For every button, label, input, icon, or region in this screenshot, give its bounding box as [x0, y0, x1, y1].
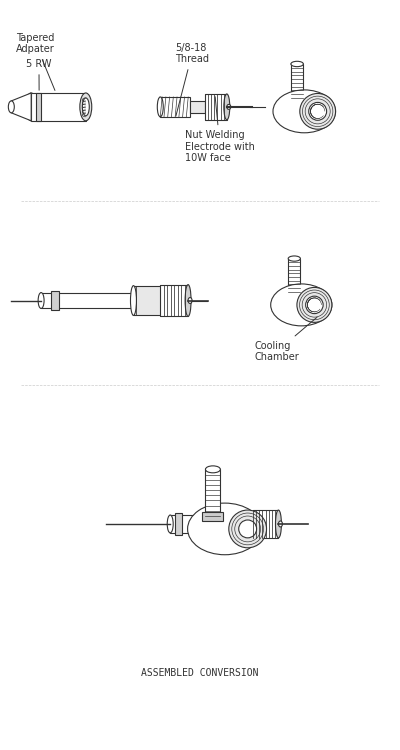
Polygon shape: [286, 292, 303, 298]
Ellipse shape: [288, 256, 300, 261]
Polygon shape: [41, 292, 136, 308]
Polygon shape: [160, 285, 188, 316]
Text: 5/8-18
Thread: 5/8-18 Thread: [175, 43, 209, 116]
Polygon shape: [288, 259, 300, 292]
Polygon shape: [160, 97, 190, 117]
Ellipse shape: [224, 94, 230, 120]
Ellipse shape: [278, 521, 282, 527]
Polygon shape: [170, 515, 220, 533]
Ellipse shape: [80, 93, 92, 121]
Polygon shape: [51, 290, 59, 310]
Polygon shape: [36, 93, 41, 121]
Ellipse shape: [273, 90, 336, 133]
Ellipse shape: [25, 93, 37, 121]
Ellipse shape: [8, 101, 14, 112]
Ellipse shape: [271, 284, 332, 326]
Ellipse shape: [38, 292, 44, 308]
Circle shape: [300, 94, 336, 129]
Polygon shape: [288, 98, 306, 105]
Ellipse shape: [82, 98, 89, 116]
Polygon shape: [202, 512, 223, 521]
Ellipse shape: [276, 510, 282, 538]
Polygon shape: [206, 470, 220, 516]
Text: ASSEMBLED CONVERSION: ASSEMBLED CONVERSION: [141, 668, 259, 678]
Ellipse shape: [132, 292, 138, 308]
Text: Cooling
Chamber: Cooling Chamber: [255, 317, 317, 362]
Polygon shape: [190, 101, 205, 112]
Polygon shape: [253, 510, 278, 538]
Ellipse shape: [130, 286, 136, 316]
Polygon shape: [134, 286, 163, 316]
Text: Tapered
Adpater: Tapered Adpater: [16, 33, 55, 91]
Polygon shape: [175, 513, 182, 535]
Ellipse shape: [157, 97, 163, 117]
Ellipse shape: [206, 466, 220, 472]
Text: Nut Welding
Electrode with
10W face: Nut Welding Electrode with 10W face: [185, 97, 255, 164]
Circle shape: [297, 287, 332, 322]
Ellipse shape: [167, 515, 173, 533]
Circle shape: [239, 520, 257, 538]
Text: 5 RW: 5 RW: [26, 59, 52, 90]
Ellipse shape: [227, 104, 231, 110]
Ellipse shape: [188, 503, 262, 555]
Circle shape: [229, 510, 266, 548]
Ellipse shape: [185, 285, 191, 316]
Circle shape: [309, 103, 327, 120]
Polygon shape: [31, 93, 86, 121]
Circle shape: [306, 296, 323, 314]
Polygon shape: [205, 94, 227, 120]
Ellipse shape: [188, 298, 192, 304]
Ellipse shape: [291, 62, 303, 67]
Polygon shape: [291, 64, 303, 98]
Polygon shape: [11, 93, 31, 121]
